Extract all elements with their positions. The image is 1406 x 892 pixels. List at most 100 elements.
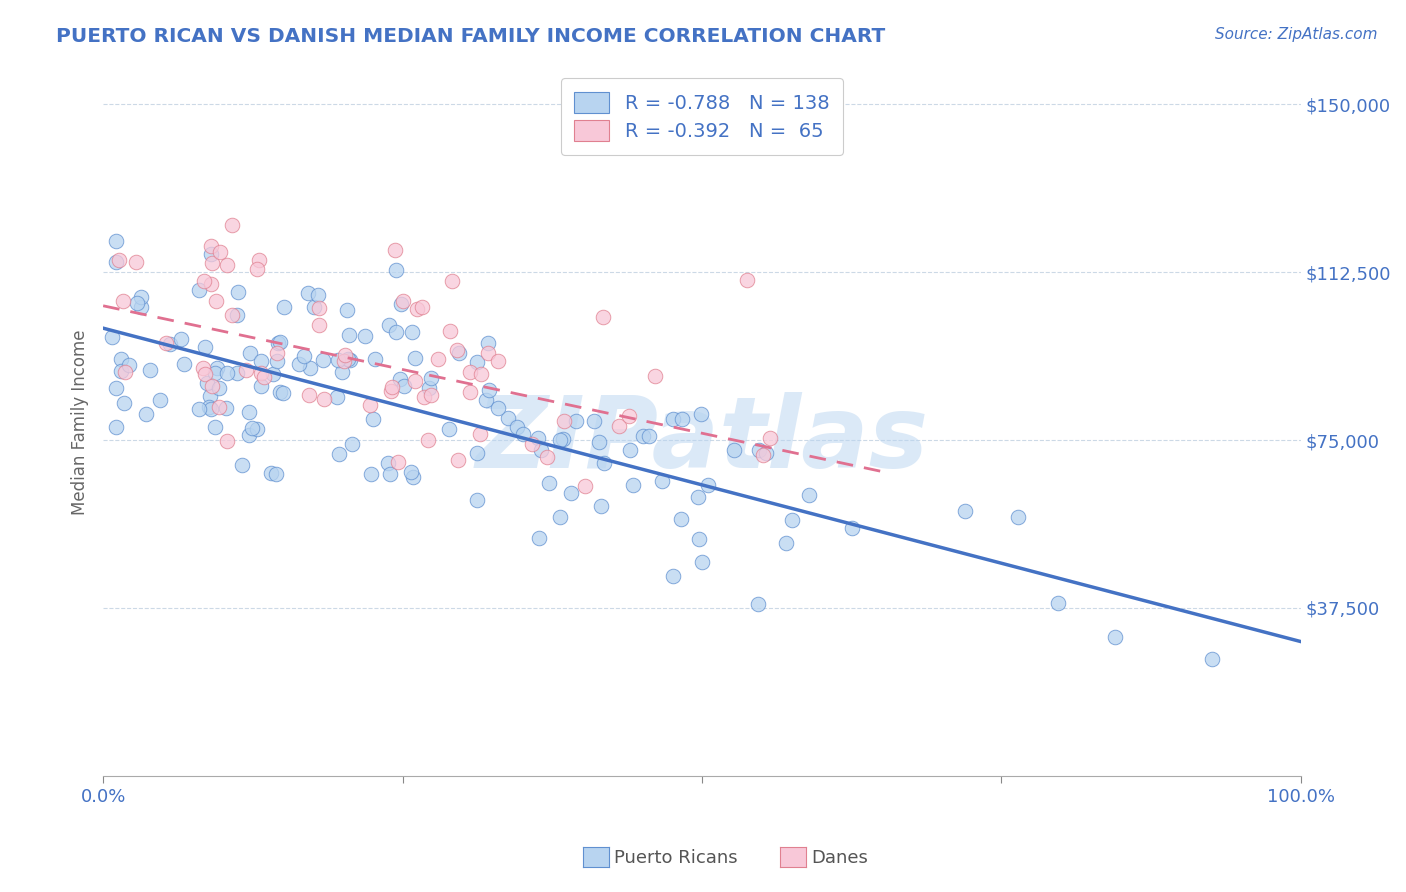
Point xyxy=(217,258,239,272)
Point xyxy=(486,401,509,415)
Point xyxy=(308,318,330,333)
Point xyxy=(359,398,381,412)
Point xyxy=(108,253,131,268)
Point xyxy=(194,367,217,381)
Point xyxy=(238,428,260,442)
Point xyxy=(380,384,402,398)
Point xyxy=(249,353,271,368)
Point xyxy=(209,244,232,259)
Point xyxy=(363,412,385,426)
Point xyxy=(271,386,294,401)
Point xyxy=(592,310,614,324)
Point xyxy=(204,366,226,380)
Point xyxy=(953,503,976,517)
Point xyxy=(333,353,356,368)
Point xyxy=(149,393,172,408)
Point xyxy=(662,412,685,426)
Point xyxy=(536,450,558,464)
Point xyxy=(651,474,673,488)
Legend: R = -0.788   N = 138, R = -0.392   N =  65: R = -0.788 N = 138, R = -0.392 N = 65 xyxy=(561,78,844,154)
Point xyxy=(302,300,325,314)
Point xyxy=(619,442,641,457)
Point xyxy=(690,407,713,421)
Point xyxy=(208,400,231,414)
Point xyxy=(198,389,221,403)
Point xyxy=(512,426,534,441)
Point xyxy=(671,512,693,526)
Point xyxy=(758,431,780,445)
Point xyxy=(363,352,385,367)
Point xyxy=(217,367,239,381)
Point xyxy=(269,335,291,350)
Point xyxy=(114,365,136,379)
Point xyxy=(465,354,488,368)
Point xyxy=(465,493,488,508)
Point xyxy=(194,340,217,354)
Point xyxy=(607,419,630,434)
Point xyxy=(690,555,713,569)
Point xyxy=(110,364,132,378)
Point xyxy=(475,392,498,407)
Point xyxy=(246,422,269,436)
Point xyxy=(437,421,460,435)
Point xyxy=(159,336,181,351)
Point xyxy=(418,381,440,395)
Point xyxy=(696,478,718,492)
Point xyxy=(193,274,215,288)
Point xyxy=(574,478,596,492)
Point xyxy=(553,414,575,428)
Point xyxy=(225,308,247,322)
Point xyxy=(520,436,543,450)
Point xyxy=(155,336,177,351)
Point xyxy=(458,365,481,379)
Point xyxy=(723,443,745,458)
Point xyxy=(389,297,412,311)
Point xyxy=(195,376,218,390)
Point xyxy=(378,318,401,333)
Point xyxy=(582,414,605,428)
Point xyxy=(259,466,281,480)
Point xyxy=(478,383,501,397)
Point xyxy=(273,300,295,314)
Point xyxy=(439,324,461,338)
Point xyxy=(200,239,222,253)
Y-axis label: Median Family Income: Median Family Income xyxy=(72,329,89,515)
Point xyxy=(486,354,509,368)
Point xyxy=(200,247,222,261)
Point xyxy=(747,597,769,611)
Point xyxy=(217,434,239,449)
Point xyxy=(402,470,425,484)
Point xyxy=(335,348,357,362)
Point xyxy=(298,361,321,376)
Point xyxy=(138,363,160,377)
Point xyxy=(688,532,710,546)
Point xyxy=(538,476,561,491)
Point xyxy=(748,442,770,457)
Point xyxy=(1104,631,1126,645)
Point xyxy=(470,367,492,381)
Point xyxy=(354,329,377,343)
Point xyxy=(671,412,693,426)
Point xyxy=(330,366,353,380)
Point xyxy=(187,402,209,417)
Point xyxy=(468,426,491,441)
Point xyxy=(208,381,231,395)
Point xyxy=(527,432,550,446)
Point xyxy=(416,434,439,448)
Point xyxy=(404,351,426,366)
Point xyxy=(198,400,221,414)
Point xyxy=(477,346,499,360)
Text: Source: ZipAtlas.com: Source: ZipAtlas.com xyxy=(1215,27,1378,42)
Point xyxy=(446,343,468,357)
Point xyxy=(204,294,226,309)
Point xyxy=(328,352,350,367)
Point xyxy=(411,300,433,314)
Point xyxy=(381,380,404,394)
Point xyxy=(247,253,270,268)
Point xyxy=(298,388,321,402)
Point xyxy=(360,467,382,482)
Point xyxy=(446,453,468,467)
Point xyxy=(1201,651,1223,665)
Point xyxy=(340,437,363,451)
Point xyxy=(307,288,329,302)
